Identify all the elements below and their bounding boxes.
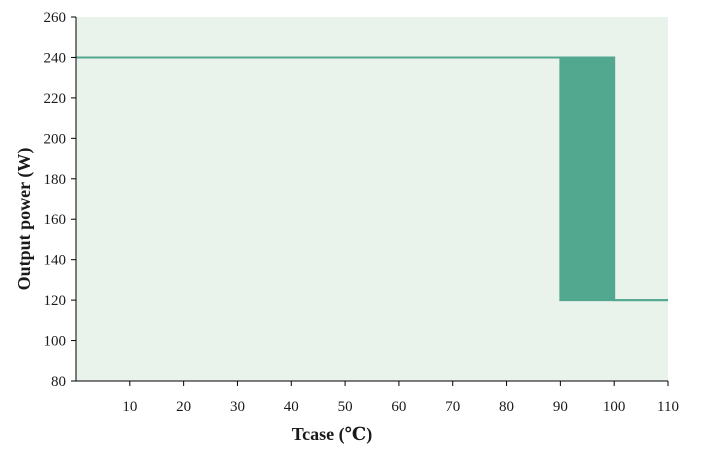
x-tick-label: 40: [284, 399, 299, 415]
x-tick-label: 10: [122, 399, 137, 415]
axes: [75, 17, 668, 382]
x-axis-ticks: 10 20 30 40 50 60 70 80 90 100 110: [122, 381, 679, 415]
series-lower-line: [76, 56, 668, 302]
x-tick-label: 60: [391, 399, 406, 415]
y-tick-label: 160: [44, 212, 67, 228]
x-axis-label: Tcase (℃): [292, 424, 372, 445]
y-axis-ticks: 80 100 120 140 160 180 200 220 240 260: [44, 10, 76, 390]
y-tick-label: 180: [44, 172, 67, 188]
x-tick-label: 70: [445, 399, 460, 415]
y-tick-label: 240: [44, 50, 67, 66]
y-tick-label: 220: [44, 91, 67, 107]
x-tick-label: 50: [338, 399, 353, 415]
series-marks: [76, 56, 668, 302]
x-tick-label: 110: [657, 399, 679, 415]
y-tick-label: 120: [44, 293, 67, 309]
x-tick-label: 90: [553, 399, 568, 415]
y-tick-label: 140: [44, 253, 67, 269]
x-tick-label: 100: [603, 399, 626, 415]
x-tick-label: 30: [230, 399, 245, 415]
x-tick-label: 80: [499, 399, 514, 415]
x-tick-label: 20: [176, 399, 191, 415]
y-tick-label: 80: [51, 374, 66, 390]
y-tick-label: 200: [44, 131, 67, 147]
y-axis-label: Output power (W): [14, 148, 35, 291]
y-tick-label: 100: [44, 334, 67, 350]
y-tick-label: 260: [44, 10, 67, 26]
